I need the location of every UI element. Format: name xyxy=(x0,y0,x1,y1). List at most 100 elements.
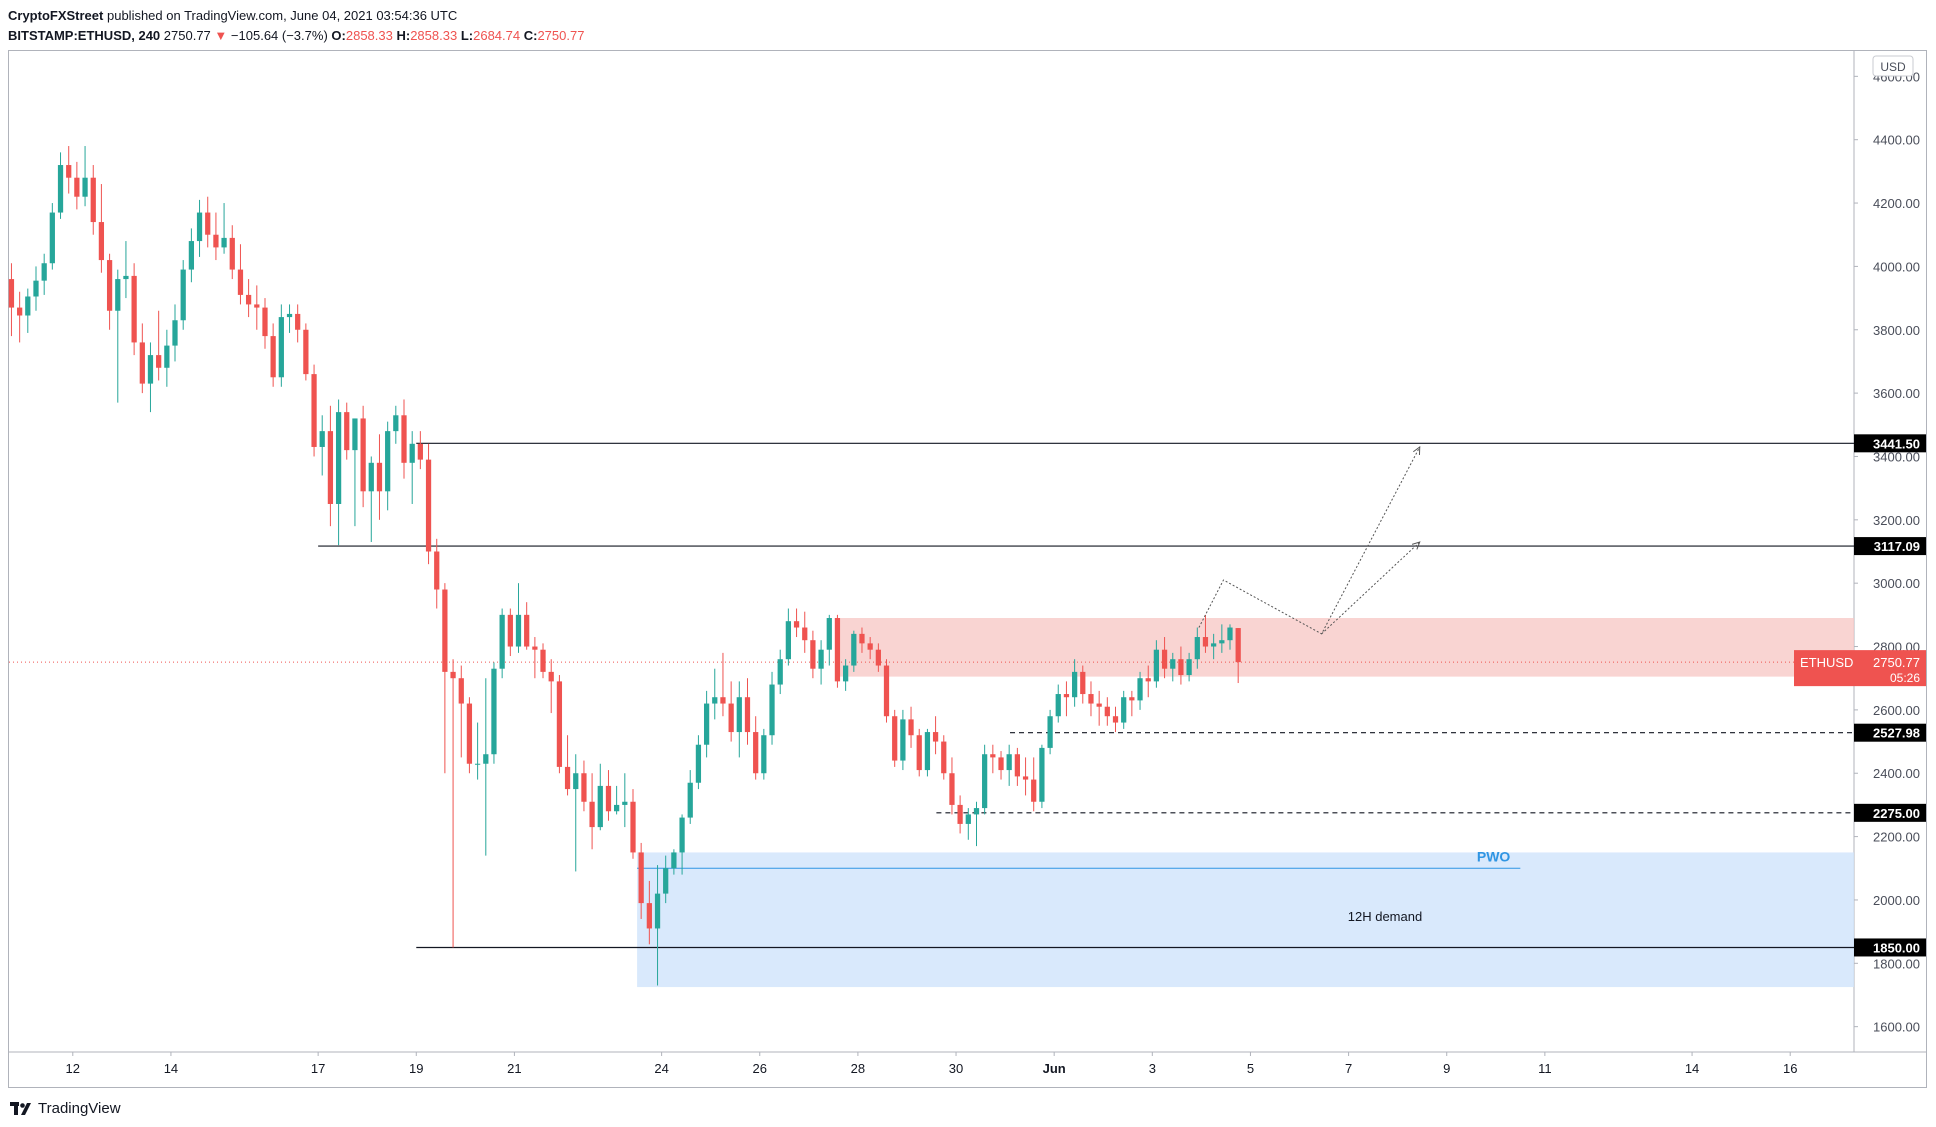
candle-body xyxy=(1202,637,1209,647)
header-publisher-row: CryptoFXStreet published on TradingView.… xyxy=(8,6,584,26)
candle-body xyxy=(728,703,734,733)
low-label: L: xyxy=(460,28,474,43)
candle-body xyxy=(597,785,603,828)
symbol-label: BITSTAMP:ETHUSD, 240 xyxy=(8,28,161,43)
candle-body xyxy=(720,697,726,704)
candle-body xyxy=(98,222,105,261)
candle-body xyxy=(262,307,268,337)
demand-zone-label: 12H demand xyxy=(1348,909,1422,924)
demand-zone xyxy=(637,852,1854,988)
price-tick-label: 4200.00 xyxy=(1873,196,1920,211)
candle-body xyxy=(213,234,219,248)
candle-body xyxy=(1104,706,1110,717)
candle-body xyxy=(8,279,15,308)
candle-body xyxy=(802,627,808,641)
price-change: −105.64 (−3.7%) xyxy=(230,28,328,43)
candle-body xyxy=(417,443,423,460)
candle-body xyxy=(1129,697,1135,701)
candle-body xyxy=(1088,694,1094,704)
candle-body xyxy=(164,345,170,368)
candle-body xyxy=(499,614,505,669)
candle-body xyxy=(1178,659,1184,676)
date-tick-label: 30 xyxy=(949,1061,963,1076)
candle-body xyxy=(344,412,350,451)
currency-badge[interactable] xyxy=(1872,55,1914,77)
candle-body xyxy=(695,744,702,783)
candle-body xyxy=(867,643,873,650)
tradingview-footer[interactable]: TradingView xyxy=(10,1100,121,1117)
candle-body xyxy=(965,814,971,824)
candle-body xyxy=(1211,643,1217,647)
candle-body xyxy=(360,418,366,492)
candle-body xyxy=(319,431,325,447)
candle-body xyxy=(229,237,235,270)
candle-body xyxy=(941,741,947,774)
level-price-label-bg xyxy=(1854,537,1926,556)
chart-header: CryptoFXStreet published on TradingView.… xyxy=(8,6,584,46)
level-price-label: 3117.09 xyxy=(1874,539,1920,554)
date-tick-label: 3 xyxy=(1149,1061,1156,1076)
candle-body xyxy=(712,697,718,704)
date-tick-label: Jun xyxy=(1043,1061,1066,1076)
candle-body xyxy=(1022,776,1029,780)
candle-body xyxy=(385,431,391,492)
candle-body xyxy=(25,296,31,316)
candle-body xyxy=(474,763,481,765)
dashed-level-price-label-bg xyxy=(1854,803,1926,822)
candle-body xyxy=(466,703,473,764)
candle-body xyxy=(573,773,579,790)
candle-body xyxy=(1170,659,1176,669)
dashed-level-price-label: 2275.00 xyxy=(1873,806,1920,821)
candle-body xyxy=(900,719,906,761)
down-arrow-icon: ▼ xyxy=(214,28,228,43)
candle-body xyxy=(90,177,96,223)
open-value: 2858.33 xyxy=(345,28,393,43)
currency-label: USD xyxy=(1880,60,1906,74)
low-value: 2684.74 xyxy=(473,28,521,43)
candle-body xyxy=(687,782,693,818)
candle-body xyxy=(1006,754,1012,771)
candle-body xyxy=(753,732,759,774)
candle-body xyxy=(295,313,301,330)
candle-body xyxy=(916,735,922,771)
candle-body xyxy=(442,589,448,672)
candle-body xyxy=(1112,716,1119,723)
date-tick-label: 9 xyxy=(1443,1061,1450,1076)
price-tick-label: 4400.00 xyxy=(1873,133,1920,148)
candle-body xyxy=(188,241,195,270)
candle-body xyxy=(1039,747,1045,802)
candle-body xyxy=(589,801,595,828)
candle-body xyxy=(1121,697,1127,723)
candle-body xyxy=(843,665,849,682)
candle-body xyxy=(990,754,996,758)
candle-body xyxy=(106,260,113,311)
candle-body xyxy=(17,307,23,316)
candle-body xyxy=(548,671,554,682)
date-tick-label: 19 xyxy=(409,1061,423,1076)
candle-body xyxy=(540,649,546,672)
candle-body xyxy=(180,269,186,321)
candle-body xyxy=(1219,640,1225,644)
candle-body xyxy=(278,317,284,378)
header-symbol-row: BITSTAMP:ETHUSD, 240 2750.77 ▼ −105.64 (… xyxy=(8,26,584,46)
candle-body xyxy=(777,659,783,685)
date-tick-label: 12 xyxy=(66,1061,80,1076)
candle-body xyxy=(139,342,145,384)
price-tick-label: 3600.00 xyxy=(1873,386,1920,401)
candle-body xyxy=(679,817,685,853)
dashed-level-price-label: 2527.98 xyxy=(1873,726,1920,741)
candle-body xyxy=(507,614,513,647)
candle-body xyxy=(115,279,121,311)
last-price: 2750.77 xyxy=(163,28,211,43)
publisher-name[interactable]: CryptoFXStreet xyxy=(8,8,104,23)
candle-body xyxy=(564,766,571,790)
candle-body xyxy=(1072,671,1078,698)
candle-body xyxy=(818,649,824,669)
candle-body xyxy=(491,668,497,755)
candle-body xyxy=(654,893,661,929)
candle-body xyxy=(622,801,628,805)
candle-body xyxy=(57,165,64,213)
candle-body xyxy=(82,177,88,197)
candle-body xyxy=(1137,678,1143,701)
